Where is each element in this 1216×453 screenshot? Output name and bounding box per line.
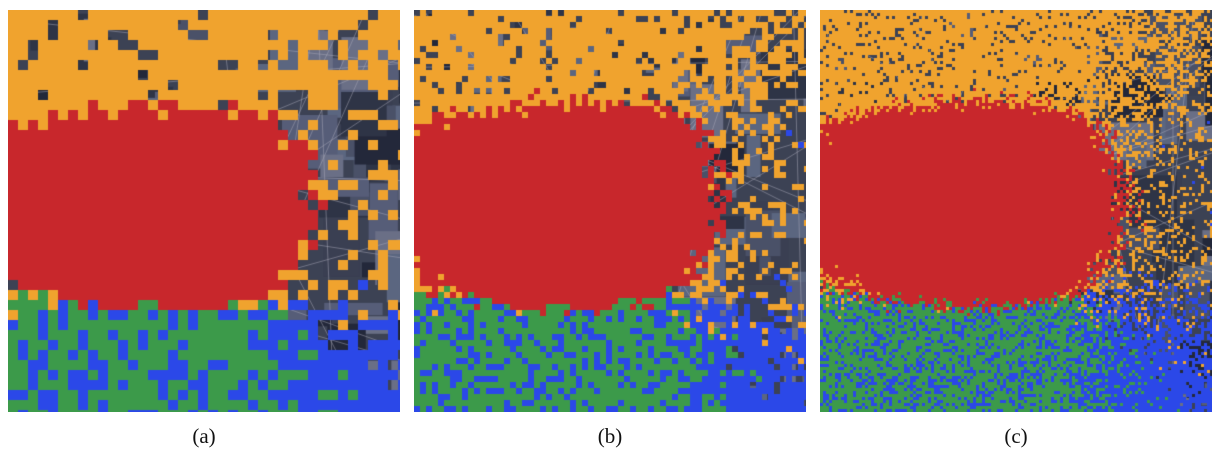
panel-a-image — [8, 10, 400, 412]
panel-a-segmentation-map — [8, 10, 400, 412]
panel-c-segmentation-map — [820, 10, 1212, 412]
panel-c-image — [820, 10, 1212, 412]
caption-c: (c) — [1004, 424, 1028, 448]
panel-b-image — [414, 10, 806, 412]
panel-b-segmentation-map — [414, 10, 806, 412]
caption-a: (a) — [192, 424, 216, 448]
caption-b: (b) — [597, 424, 623, 448]
